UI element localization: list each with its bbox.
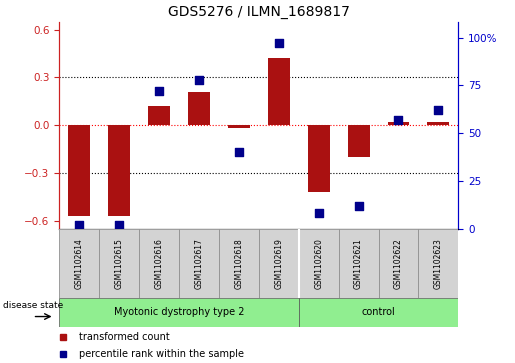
- Text: GSM1102614: GSM1102614: [75, 238, 83, 289]
- Bar: [188, 92, 210, 125]
- Point: [434, 107, 442, 113]
- Bar: [108, 125, 130, 216]
- Bar: [387, 122, 409, 125]
- Text: percentile rank within the sample: percentile rank within the sample: [79, 349, 244, 359]
- Text: GSM1102623: GSM1102623: [434, 238, 443, 289]
- Text: GSM1102622: GSM1102622: [394, 238, 403, 289]
- Point: [195, 77, 203, 82]
- Bar: [268, 58, 290, 125]
- Point: [394, 117, 403, 123]
- Text: GSM1102616: GSM1102616: [154, 238, 163, 289]
- Point: [354, 203, 363, 209]
- Bar: [59, 229, 99, 298]
- Point: [274, 40, 283, 46]
- Point: [315, 211, 323, 216]
- Text: control: control: [362, 307, 396, 317]
- Text: GSM1102621: GSM1102621: [354, 238, 363, 289]
- Text: disease state: disease state: [3, 301, 63, 310]
- Bar: [99, 229, 139, 298]
- Text: GSM1102617: GSM1102617: [195, 238, 203, 289]
- Bar: [307, 125, 330, 192]
- Bar: [379, 229, 419, 298]
- Bar: [148, 106, 170, 125]
- Text: GSM1102620: GSM1102620: [314, 238, 323, 289]
- Point: [155, 88, 163, 94]
- Bar: [59, 298, 299, 327]
- Title: GDS5276 / ILMN_1689817: GDS5276 / ILMN_1689817: [168, 5, 350, 19]
- Text: GSM1102618: GSM1102618: [234, 238, 243, 289]
- Bar: [419, 229, 458, 298]
- Point: [115, 222, 123, 228]
- Text: transformed count: transformed count: [79, 332, 170, 342]
- Bar: [259, 229, 299, 298]
- Text: Myotonic dystrophy type 2: Myotonic dystrophy type 2: [114, 307, 244, 317]
- Bar: [68, 125, 90, 216]
- Bar: [219, 229, 259, 298]
- Point: [75, 222, 83, 228]
- Bar: [179, 229, 219, 298]
- Bar: [339, 229, 379, 298]
- Bar: [427, 122, 450, 125]
- Bar: [139, 229, 179, 298]
- Text: GSM1102619: GSM1102619: [274, 238, 283, 289]
- Point: [235, 149, 243, 155]
- Text: GSM1102615: GSM1102615: [115, 238, 124, 289]
- Bar: [299, 229, 339, 298]
- Bar: [348, 125, 370, 157]
- Bar: [228, 125, 250, 129]
- Bar: [299, 298, 458, 327]
